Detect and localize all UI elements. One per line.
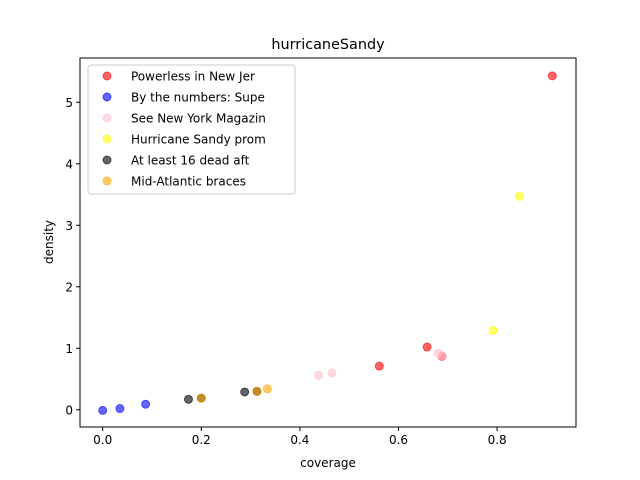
legend-item: Hurricane Sandy prom [102,133,266,147]
series-5 [196,384,272,403]
legend: Powerless in New Jer By the numbers: Supe… [87,64,296,195]
y-tick-label: 1 [65,342,73,356]
y-tick-label: 0 [65,403,73,417]
x-tick-label: 0.6 [389,433,408,447]
y-tick-label: 2 [65,280,73,294]
y-tick-label: 5 [65,96,73,110]
plot-area [79,57,577,428]
data-point [514,191,524,201]
legend-item: Mid-Atlantic braces [102,175,246,189]
legend-label: Powerless in New Jer [131,70,255,84]
data-point [314,370,324,380]
y-tick-label: 4 [65,157,73,171]
data-point [547,71,557,81]
y-axis-label: density [42,220,56,264]
legend-marker [102,71,112,81]
legend-label: See New York Magazin [131,112,266,126]
data-point [240,387,250,397]
legend-marker [102,92,112,102]
legend-label: Mid-Atlantic braces [131,175,246,189]
x-axis-label: coverage [300,456,356,470]
data-point [183,394,193,404]
x-tick-label: 0.4 [290,433,309,447]
series-0 [374,71,557,371]
series-2 [314,348,447,380]
legend-item: See New York Magazin [102,112,266,126]
legend-marker [102,155,112,165]
data-point [115,404,125,414]
legend-marker [102,134,112,144]
data-point [327,368,337,378]
data-point [488,325,498,335]
data-point [141,399,151,409]
legend-label: By the numbers: Supe [131,91,265,105]
x-tick-label: 0.2 [192,433,211,447]
series-3 [488,191,524,335]
legend-label: Hurricane Sandy prom [131,133,266,147]
x-tick-label: 0.0 [93,433,112,447]
data-point [196,393,206,403]
x-tick-label: 0.8 [488,433,507,447]
chart-title: hurricaneSandy [271,37,385,53]
data-point [437,351,447,361]
series-1 [98,399,151,415]
legend-frame [87,64,296,195]
legend-item: Powerless in New Jer [102,70,255,84]
data-point [98,405,108,415]
legend-item: At least 16 dead aft [102,154,250,168]
data-point [252,386,262,396]
legend-label: At least 16 dead aft [131,154,250,168]
series-4 [183,386,262,404]
legend-item: By the numbers: Supe [102,91,265,105]
data-point [422,342,432,352]
data-points [98,71,557,415]
legend-marker [102,176,112,186]
data-point [374,361,384,371]
y-axis: 0 1 2 3 4 5 [65,96,80,417]
data-point [262,384,272,394]
x-axis: 0.0 0.2 0.4 0.6 0.8 [93,427,507,447]
y-tick-label: 3 [65,219,73,233]
legend-marker [102,113,112,123]
